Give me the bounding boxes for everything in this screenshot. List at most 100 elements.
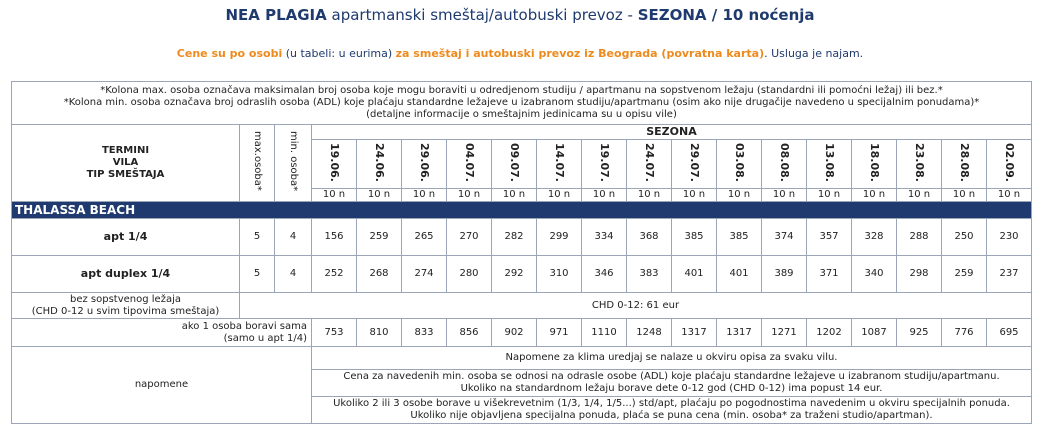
header-row: TERMINI VILA TIP SMEŠTAJA max.osoba* min. os… xyxy=(11,124,1032,202)
date-cell: 19.06. xyxy=(311,139,357,189)
price: 346 xyxy=(581,255,627,293)
date-cell: 02.09. xyxy=(986,139,1032,189)
nights: 10 n xyxy=(761,188,807,202)
title-bold2: SEZONA / 10 noćenja xyxy=(637,6,815,24)
note-line: (detaljne informacije o smeštajnim jedin… xyxy=(366,109,677,120)
price: 1317 xyxy=(716,318,762,347)
nights: 10 n xyxy=(806,188,852,202)
price: 1248 xyxy=(626,318,672,347)
date-cell: 19.07. xyxy=(581,139,627,189)
price: 389 xyxy=(761,255,807,293)
unit-name: apt 1/4 xyxy=(11,218,240,256)
head-line: TIP SMEŠTAJA xyxy=(86,169,165,180)
nights: 10 n xyxy=(356,188,402,202)
max-label: max.osoba* xyxy=(252,131,263,191)
price: 810 xyxy=(356,318,402,347)
title-rest: apartmanski smeštaj/autobuski prevoz - xyxy=(331,6,633,24)
remark-row: Cena za navedenih min. osoba se odnosi n… xyxy=(12,369,1032,397)
remark-cell: Cena za navedenih min. osoba se odnosi n… xyxy=(311,369,1032,397)
date-cell: 23.08. xyxy=(896,139,942,189)
notes-row: *Kolona max. osoba označava maksimalan b… xyxy=(11,81,1032,125)
title: NEA PLAGIA apartmanski smeštaj/autobuski… xyxy=(0,6,1040,24)
note-line: *Kolona min. osoba označava broj odrasli… xyxy=(63,97,980,108)
price: 298 xyxy=(896,255,942,293)
nights: 10 n xyxy=(581,188,627,202)
price: 971 xyxy=(536,318,582,347)
date-cell: 14.07. xyxy=(536,139,582,189)
date-cell: 18.08. xyxy=(851,139,897,189)
notes-cell: *Kolona max. osoba označava maksimalan b… xyxy=(11,81,1032,125)
single-label: ako 1 osoba boravi sama (samo u apt 1/4) xyxy=(11,318,312,347)
date-cell: 09.07. xyxy=(491,139,537,189)
date: 24.06. xyxy=(373,142,386,182)
remarks-label: napomene xyxy=(11,346,312,424)
date-cell: 24.07. xyxy=(626,139,672,189)
price: 288 xyxy=(896,218,942,256)
remark-row: napomene Napomene za klima uredjaj se nal… xyxy=(11,346,1032,424)
price: 274 xyxy=(401,255,447,293)
max-head: max.osoba* xyxy=(239,124,275,202)
chd-text: CHD 0-12: 61 eur xyxy=(239,292,1032,319)
date-cell: 29.06. xyxy=(401,139,447,189)
head-line: TERMINI xyxy=(101,145,150,156)
price: 1110 xyxy=(581,318,627,347)
max-value: 5 xyxy=(239,218,275,256)
date-cell: 24.06. xyxy=(356,139,402,189)
price: 250 xyxy=(941,218,987,256)
remark-line: Cena za navedenih min. osoba se odnosi n… xyxy=(343,371,1000,382)
date: 19.06. xyxy=(328,142,341,182)
unit-row: apt duplex 1/4 5 4 252 268 274 280 292 310 346 383… xyxy=(11,255,1032,293)
nights: 10 n xyxy=(716,188,762,202)
date: 13.08. xyxy=(823,142,836,182)
price: 282 xyxy=(491,218,537,256)
price: 334 xyxy=(581,218,627,256)
price: 753 xyxy=(311,318,357,347)
price: 1317 xyxy=(671,318,717,347)
nights: 10 n xyxy=(401,188,447,202)
price-table: *Kolona max. osoba označava maksimalan b… xyxy=(11,81,1032,424)
price: 383 xyxy=(626,255,672,293)
remark-cell: Napomene za klima uredjaj se nalaze u ok… xyxy=(311,346,1032,370)
price: 401 xyxy=(716,255,762,293)
dates-row: 19.06. 24.06. 29.06. 04.07. 09.07. 14.07. 19.0… xyxy=(12,139,1032,189)
chd-line: bez sopstvenog ležaja xyxy=(69,293,181,305)
section-title: THALASSA BEACH xyxy=(11,201,1032,219)
price: 292 xyxy=(491,255,537,293)
price: 268 xyxy=(356,255,402,293)
sub-4: . Usluga je najam. xyxy=(764,47,864,60)
head-line: VILA xyxy=(112,157,139,168)
date: 03.08. xyxy=(733,142,746,182)
date-cell: 13.08. xyxy=(806,139,852,189)
nights: 10 n xyxy=(986,188,1032,202)
unit-row: apt 1/4 5 4 156 259 265 270 282 299 334 368 385 385 3… xyxy=(11,218,1032,256)
date: 18.08. xyxy=(868,142,881,182)
sub-3: za smeštaj i autobuski prevoz iz Beograd… xyxy=(395,47,765,60)
remark-cell: Ukoliko 2 ili 3 osobe borave u višekreve… xyxy=(311,396,1032,424)
max-value: 5 xyxy=(239,255,275,293)
note-line: *Kolona max. osoba označava maksimalan b… xyxy=(100,85,943,96)
price: 385 xyxy=(671,218,717,256)
price: 310 xyxy=(536,255,582,293)
date: 02.09. xyxy=(1003,142,1016,182)
date: 23.08. xyxy=(913,142,926,182)
head-label: TERMINI VILA TIP SMEŠTAJA xyxy=(11,124,240,202)
date-cell: 29.07. xyxy=(671,139,717,189)
price: 925 xyxy=(896,318,942,347)
price: 299 xyxy=(536,218,582,256)
date: 19.07. xyxy=(598,142,611,182)
title-bold: NEA PLAGIA xyxy=(225,6,327,24)
date: 04.07. xyxy=(463,142,476,182)
subtitle: Cene su po osobi (u tabeli: u eurima) za… xyxy=(0,47,1040,60)
remark-line: Ukoliko na standardnom ležaju borave det… xyxy=(460,383,883,394)
nights: 10 n xyxy=(446,188,492,202)
price: 156 xyxy=(311,218,357,256)
price: 259 xyxy=(356,218,402,256)
date-cell: 28.08. xyxy=(941,139,987,189)
price: 280 xyxy=(446,255,492,293)
price: 401 xyxy=(671,255,717,293)
date: 08.08. xyxy=(778,142,791,182)
nights-row: 10 n 10 n 10 n 10 n 10 n 10 n 10 n 10 n 10 n 10 n… xyxy=(12,188,1032,202)
single-row: ako 1 osoba boravi sama (samo u apt 1/4) 7… xyxy=(11,318,1032,347)
price: 230 xyxy=(986,218,1032,256)
price: 833 xyxy=(401,318,447,347)
